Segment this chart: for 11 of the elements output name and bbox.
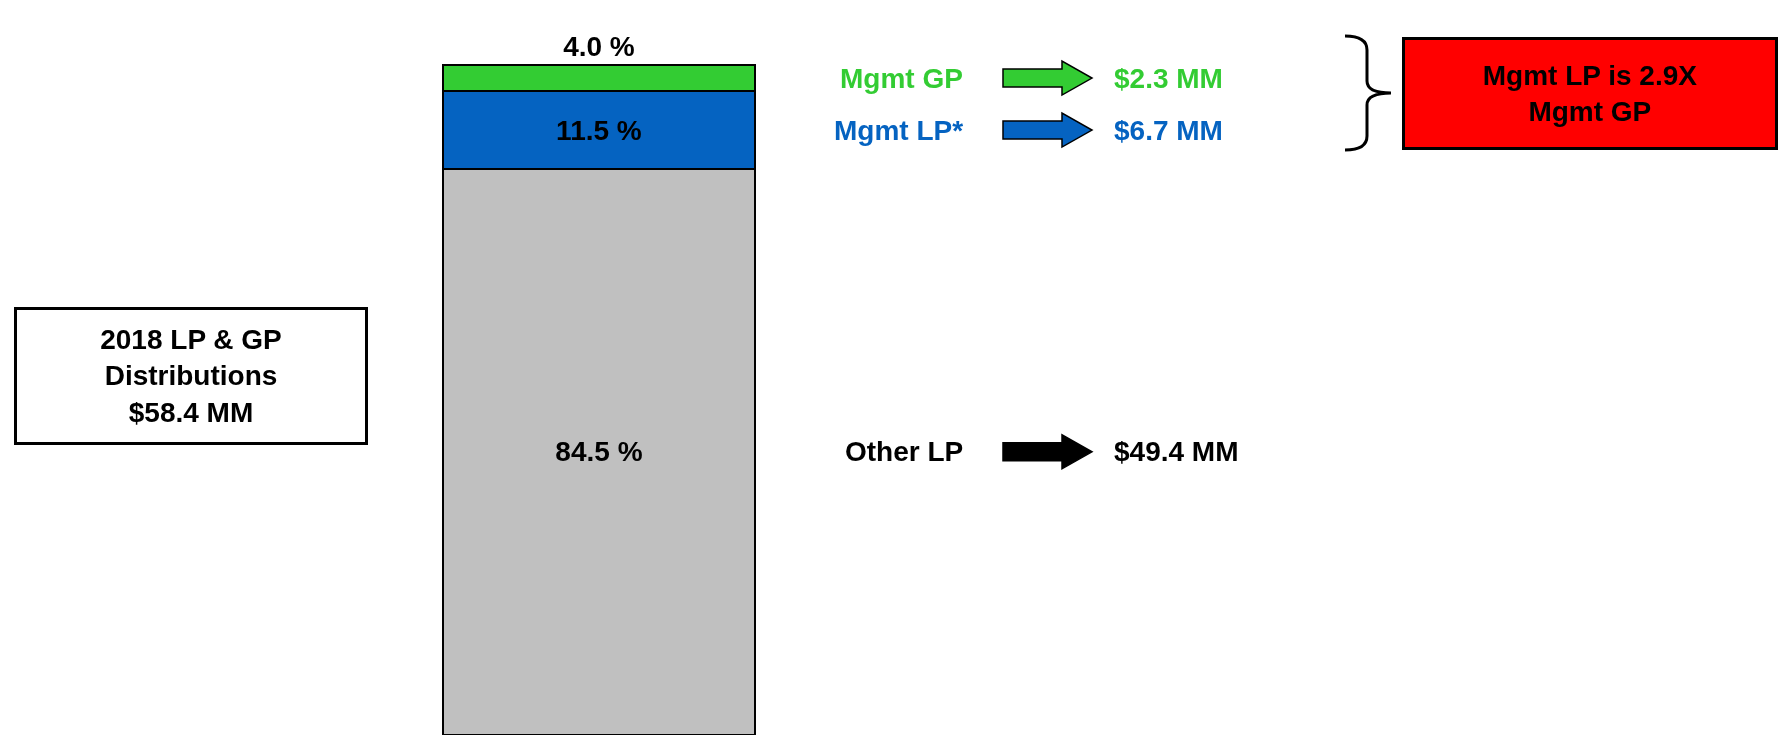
data-label: 84.5 % — [555, 436, 643, 468]
text: $6.7 MM — [1114, 115, 1223, 146]
text: $49.4 MM — [1114, 436, 1239, 467]
legend-label: Mgmt GP — [840, 63, 963, 94]
data-label: 4.0 % — [563, 30, 635, 62]
data-label: 11.5 % — [556, 114, 642, 146]
legend-label: Mgmt LP* — [834, 115, 964, 146]
text: $2.3 MM — [1114, 63, 1223, 94]
text: Mgmt LP is 2.9X Mgmt GP — [1482, 60, 1698, 128]
legend-label: Other LP — [845, 436, 964, 467]
text: 2018 LP & GP Distributions $58.4 MM — [100, 324, 282, 428]
